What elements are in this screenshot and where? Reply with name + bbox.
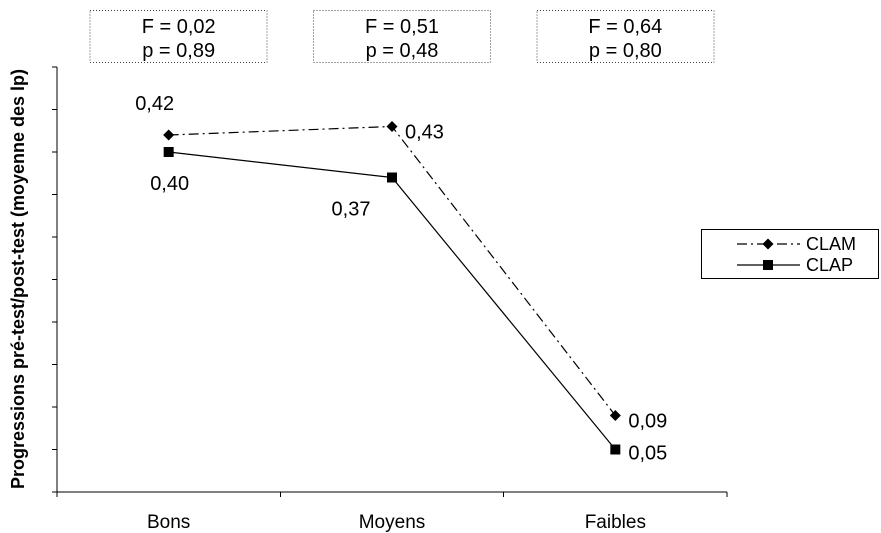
legend-entry-clap: CLAP [737, 255, 853, 275]
legend-label: CLAP [806, 255, 853, 275]
chart-series [163, 121, 621, 455]
clam-data-label: 0,09 [628, 411, 667, 433]
clap-series-line [168, 151, 616, 450]
legend-entry-clam: CLAM [737, 234, 856, 254]
clap-data-label: 0,37 [332, 199, 371, 221]
clam-series [163, 121, 621, 421]
y-axis-label: Progressions pré-test/post-test (moyenne… [8, 69, 28, 489]
clam-point-marker [609, 410, 621, 421]
statistics-annotations: F = 0,02p = 0,89 F = 0,51p = 0,48 F = 0,64… [89, 10, 715, 63]
chart-axes [52, 66, 728, 497]
legend-box [701, 229, 879, 279]
legend-label: CLAM [806, 234, 856, 254]
stat-p-value: p = 0,48 [366, 40, 439, 62]
category-label: Bons [147, 512, 190, 533]
category-label: Moyens [359, 512, 426, 533]
chart-data-labels: 0,42 0,43 0,09 0,40 0,37 0,05 [135, 93, 667, 465]
stat-box-group: F = 0,02p = 0,89 [89, 10, 268, 63]
clam-data-label: 0,42 [135, 93, 174, 115]
clap-point-marker [610, 444, 621, 455]
legend-marker [762, 238, 774, 250]
stat-box [536, 10, 715, 63]
stat-f-value: F = 0,51 [365, 16, 439, 38]
stat-box [89, 10, 268, 63]
stat-box-group: F = 0,51p = 0,48 [313, 10, 491, 63]
stat-f-value: F = 0,02 [142, 16, 216, 38]
clam-series-line [168, 125, 616, 416]
x-axis-tick-labels: Bons Moyens Faibles [147, 512, 646, 533]
category-label: Faibles [585, 512, 646, 533]
stat-p-value: p = 0,80 [589, 40, 662, 62]
stat-box [313, 10, 491, 63]
clap-series [163, 147, 621, 455]
clam-point-marker [386, 121, 398, 132]
stat-f-value: F = 0,64 [588, 16, 662, 38]
clap-point-marker [387, 172, 397, 183]
clam-point-marker [163, 129, 175, 141]
stat-p-value: p = 0,89 [142, 40, 215, 62]
clap-point-marker [163, 147, 174, 157]
clap-data-label: 0,05 [628, 443, 667, 465]
legend-marker [763, 260, 773, 270]
clap-data-label: 0,40 [150, 173, 189, 195]
clam-data-label: 0,43 [405, 122, 444, 144]
stat-box-group: F = 0,64p = 0,80 [536, 10, 715, 63]
